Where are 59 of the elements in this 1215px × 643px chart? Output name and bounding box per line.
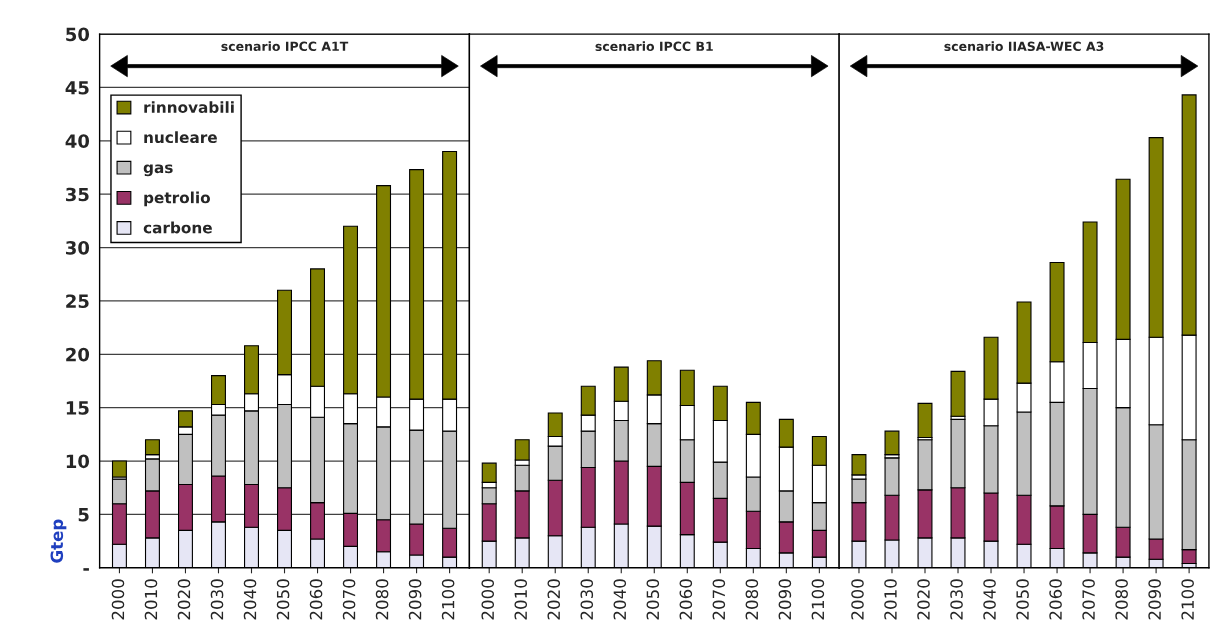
legend-label: nucleare <box>144 131 217 144</box>
x-tick-label: 2000 <box>481 579 495 620</box>
x-tick-label: 2100 <box>441 579 455 620</box>
x-tick-label: 2090 <box>408 579 422 620</box>
y-tick-label: - <box>83 568 89 571</box>
x-tick-label: 2050 <box>1016 579 1029 620</box>
x-tick-label: 2000 <box>851 579 864 620</box>
x-tick-label: 2010 <box>514 579 528 620</box>
x-tick-label: 2030 <box>210 579 224 620</box>
x-tick-label: 2020 <box>917 579 930 620</box>
legend-label: carbone <box>143 221 212 234</box>
x-tick-label: 2030 <box>580 579 594 620</box>
x-tick-label: 2030 <box>950 579 963 620</box>
x-tick-label: 2100 <box>811 579 825 620</box>
legend-label: gas <box>143 164 173 177</box>
bar <box>950 370 966 417</box>
x-tick-label: 2050 <box>276 579 290 620</box>
x-tick-label: 2020 <box>547 579 561 620</box>
x-tick-label: 2090 <box>1148 579 1161 620</box>
y-tick-label: 30 <box>65 241 90 255</box>
y-axis-title: Gtep <box>50 519 67 563</box>
x-tick-label: 2100 <box>1181 579 1194 620</box>
x-tick-label: 2090 <box>778 579 792 620</box>
y-tick-label: 35 <box>65 187 89 202</box>
x-tick-label: 2050 <box>646 579 660 620</box>
y-tick-label: 5 <box>78 508 89 522</box>
y-tick-label: 40 <box>65 134 90 148</box>
y-tick-label: 15 <box>66 401 89 415</box>
bar <box>884 430 900 456</box>
x-tick-label: 2070 <box>342 579 356 620</box>
x-tick-label: 2000 <box>111 579 125 620</box>
y-tick-label: 20 <box>66 347 90 362</box>
x-tick-label: 2040 <box>243 579 257 620</box>
legend-label: petrolio <box>144 191 210 207</box>
x-tick-label: 2070 <box>712 579 726 620</box>
x-tick-label: 2080 <box>745 579 759 620</box>
x-tick-label: 2010 <box>884 579 897 620</box>
y-tick-label: 50 <box>66 27 90 42</box>
x-tick-label: 2070 <box>1082 579 1095 620</box>
y-tick-label: 25 <box>66 294 89 309</box>
x-tick-label: 2060 <box>679 579 693 620</box>
x-tick-label: 2060 <box>309 579 323 620</box>
y-tick-label: 45 <box>65 81 89 95</box>
bar <box>111 460 127 478</box>
chart-title: scenario IPCC B1 <box>595 41 713 52</box>
x-tick-label: 2040 <box>613 579 627 620</box>
legend-label: rinnovabili <box>144 101 234 114</box>
x-tick-label: 2020 <box>177 579 191 620</box>
x-tick-label: 2080 <box>1115 579 1128 620</box>
x-tick-label: 2080 <box>375 579 389 620</box>
bar <box>144 439 160 456</box>
x-tick-label: 2010 <box>144 579 158 620</box>
x-tick-label: 2040 <box>983 579 996 620</box>
y-tick-label: 10 <box>66 454 90 469</box>
chart-title: scenario IIASA-WEC A3 <box>944 41 1104 52</box>
bar <box>851 454 867 476</box>
bar <box>917 402 933 439</box>
x-tick-label: 2060 <box>1049 579 1062 620</box>
chart-title: scenario IPCC A1T <box>221 41 349 52</box>
